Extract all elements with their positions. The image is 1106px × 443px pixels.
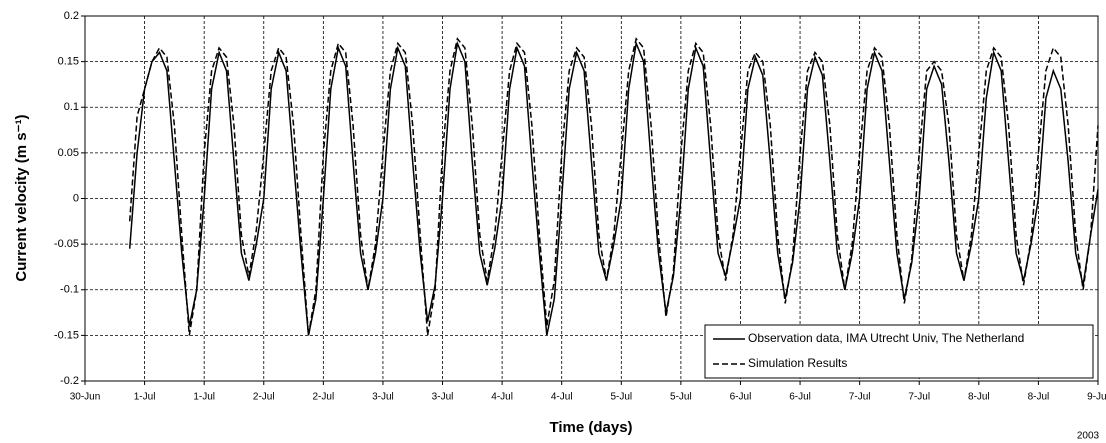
x-tick-label: 8-Jul [1028, 392, 1050, 403]
series-line [128, 37, 1099, 336]
series-line [128, 40, 1099, 336]
annotation: 2003 [1077, 431, 1100, 442]
x-tick-label: 4-Jul [551, 392, 573, 403]
x-tick-label: 1-Jul [193, 392, 215, 403]
legend-box [704, 324, 1094, 379]
legend-label: Simulation Results [748, 356, 847, 370]
x-tick-label: 1-Jul [134, 392, 156, 403]
y-axis-label: Current velocity (m s⁻¹) [13, 114, 30, 281]
y-tick-label: 0.2 [64, 10, 79, 22]
x-tick-label: 8-Jul [968, 392, 990, 403]
y-tick-label: -0.2 [60, 375, 79, 387]
x-tick-label: 5-Jul [610, 392, 632, 403]
x-tick-label: 3-Jul [372, 392, 394, 403]
plot-frame [84, 15, 1099, 382]
y-tick-label: -0.1 [60, 284, 79, 296]
x-tick-label: 6-Jul [730, 392, 752, 403]
x-tick-label: 6-Jul [789, 392, 811, 403]
y-tick-label: 0.05 [58, 147, 79, 159]
y-tick-label: 0.1 [64, 101, 79, 113]
y-tick-label: -0.05 [54, 238, 79, 250]
x-tick-label: 7-Jul [849, 392, 871, 403]
x-tick-label: 7-Jul [908, 392, 930, 403]
x-tick-label: 30-Jun [70, 392, 101, 403]
x-tick-label: 2-Jul [253, 392, 275, 403]
y-tick-label: 0.15 [58, 56, 79, 68]
legend-label: Observation data, IMA Utrecht Univ, The … [748, 331, 1024, 345]
x-tick-label: 9-Jul [1087, 392, 1106, 403]
x-tick-label: 2-Jul [313, 392, 335, 403]
x-tick-label: 3-Jul [432, 392, 454, 403]
x-axis-label: Time (days) [549, 419, 632, 436]
x-tick-label: 4-Jul [491, 392, 513, 403]
x-tick-label: 5-Jul [670, 392, 692, 403]
y-tick-label: 0 [73, 192, 79, 204]
y-tick-label: -0.15 [54, 329, 79, 341]
